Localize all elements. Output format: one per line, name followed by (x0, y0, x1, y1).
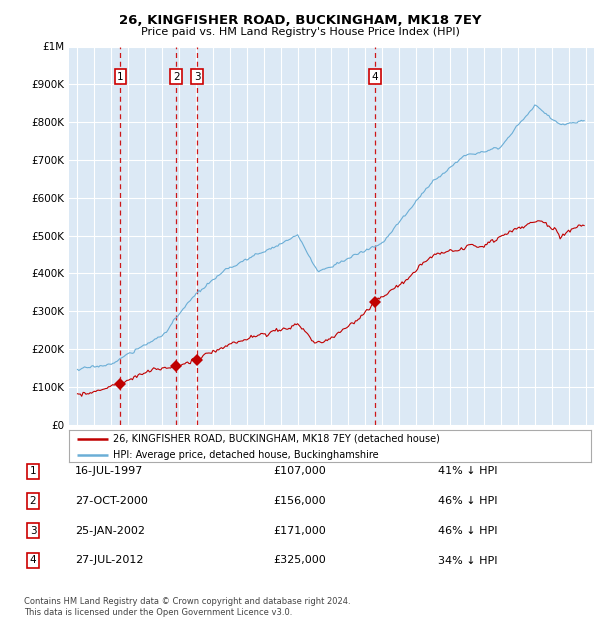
Text: 16-JUL-1997: 16-JUL-1997 (75, 466, 143, 476)
Text: 46% ↓ HPI: 46% ↓ HPI (438, 526, 497, 536)
Text: 25-JAN-2002: 25-JAN-2002 (75, 526, 145, 536)
Text: 26, KINGFISHER ROAD, BUCKINGHAM, MK18 7EY (detached house): 26, KINGFISHER ROAD, BUCKINGHAM, MK18 7E… (113, 433, 440, 444)
Text: 34% ↓ HPI: 34% ↓ HPI (438, 556, 497, 565)
Text: 3: 3 (29, 526, 37, 536)
Text: 4: 4 (372, 72, 379, 82)
Text: Price paid vs. HM Land Registry's House Price Index (HPI): Price paid vs. HM Land Registry's House … (140, 27, 460, 37)
Text: 1: 1 (117, 72, 124, 82)
Text: £107,000: £107,000 (274, 466, 326, 476)
Text: 46% ↓ HPI: 46% ↓ HPI (438, 496, 497, 506)
Text: 4: 4 (29, 556, 37, 565)
Text: 26, KINGFISHER ROAD, BUCKINGHAM, MK18 7EY: 26, KINGFISHER ROAD, BUCKINGHAM, MK18 7E… (119, 14, 481, 27)
Text: HPI: Average price, detached house, Buckinghamshire: HPI: Average price, detached house, Buck… (113, 450, 379, 460)
Text: 27-JUL-2012: 27-JUL-2012 (75, 556, 143, 565)
Text: £156,000: £156,000 (274, 496, 326, 506)
Text: £325,000: £325,000 (274, 556, 326, 565)
Text: 1: 1 (29, 466, 37, 476)
Text: 2: 2 (173, 72, 179, 82)
Text: 2: 2 (29, 496, 37, 506)
Text: 41% ↓ HPI: 41% ↓ HPI (438, 466, 497, 476)
Text: Contains HM Land Registry data © Crown copyright and database right 2024.
This d: Contains HM Land Registry data © Crown c… (24, 598, 350, 617)
Text: 27-OCT-2000: 27-OCT-2000 (75, 496, 148, 506)
Text: £171,000: £171,000 (274, 526, 326, 536)
Text: 3: 3 (194, 72, 200, 82)
